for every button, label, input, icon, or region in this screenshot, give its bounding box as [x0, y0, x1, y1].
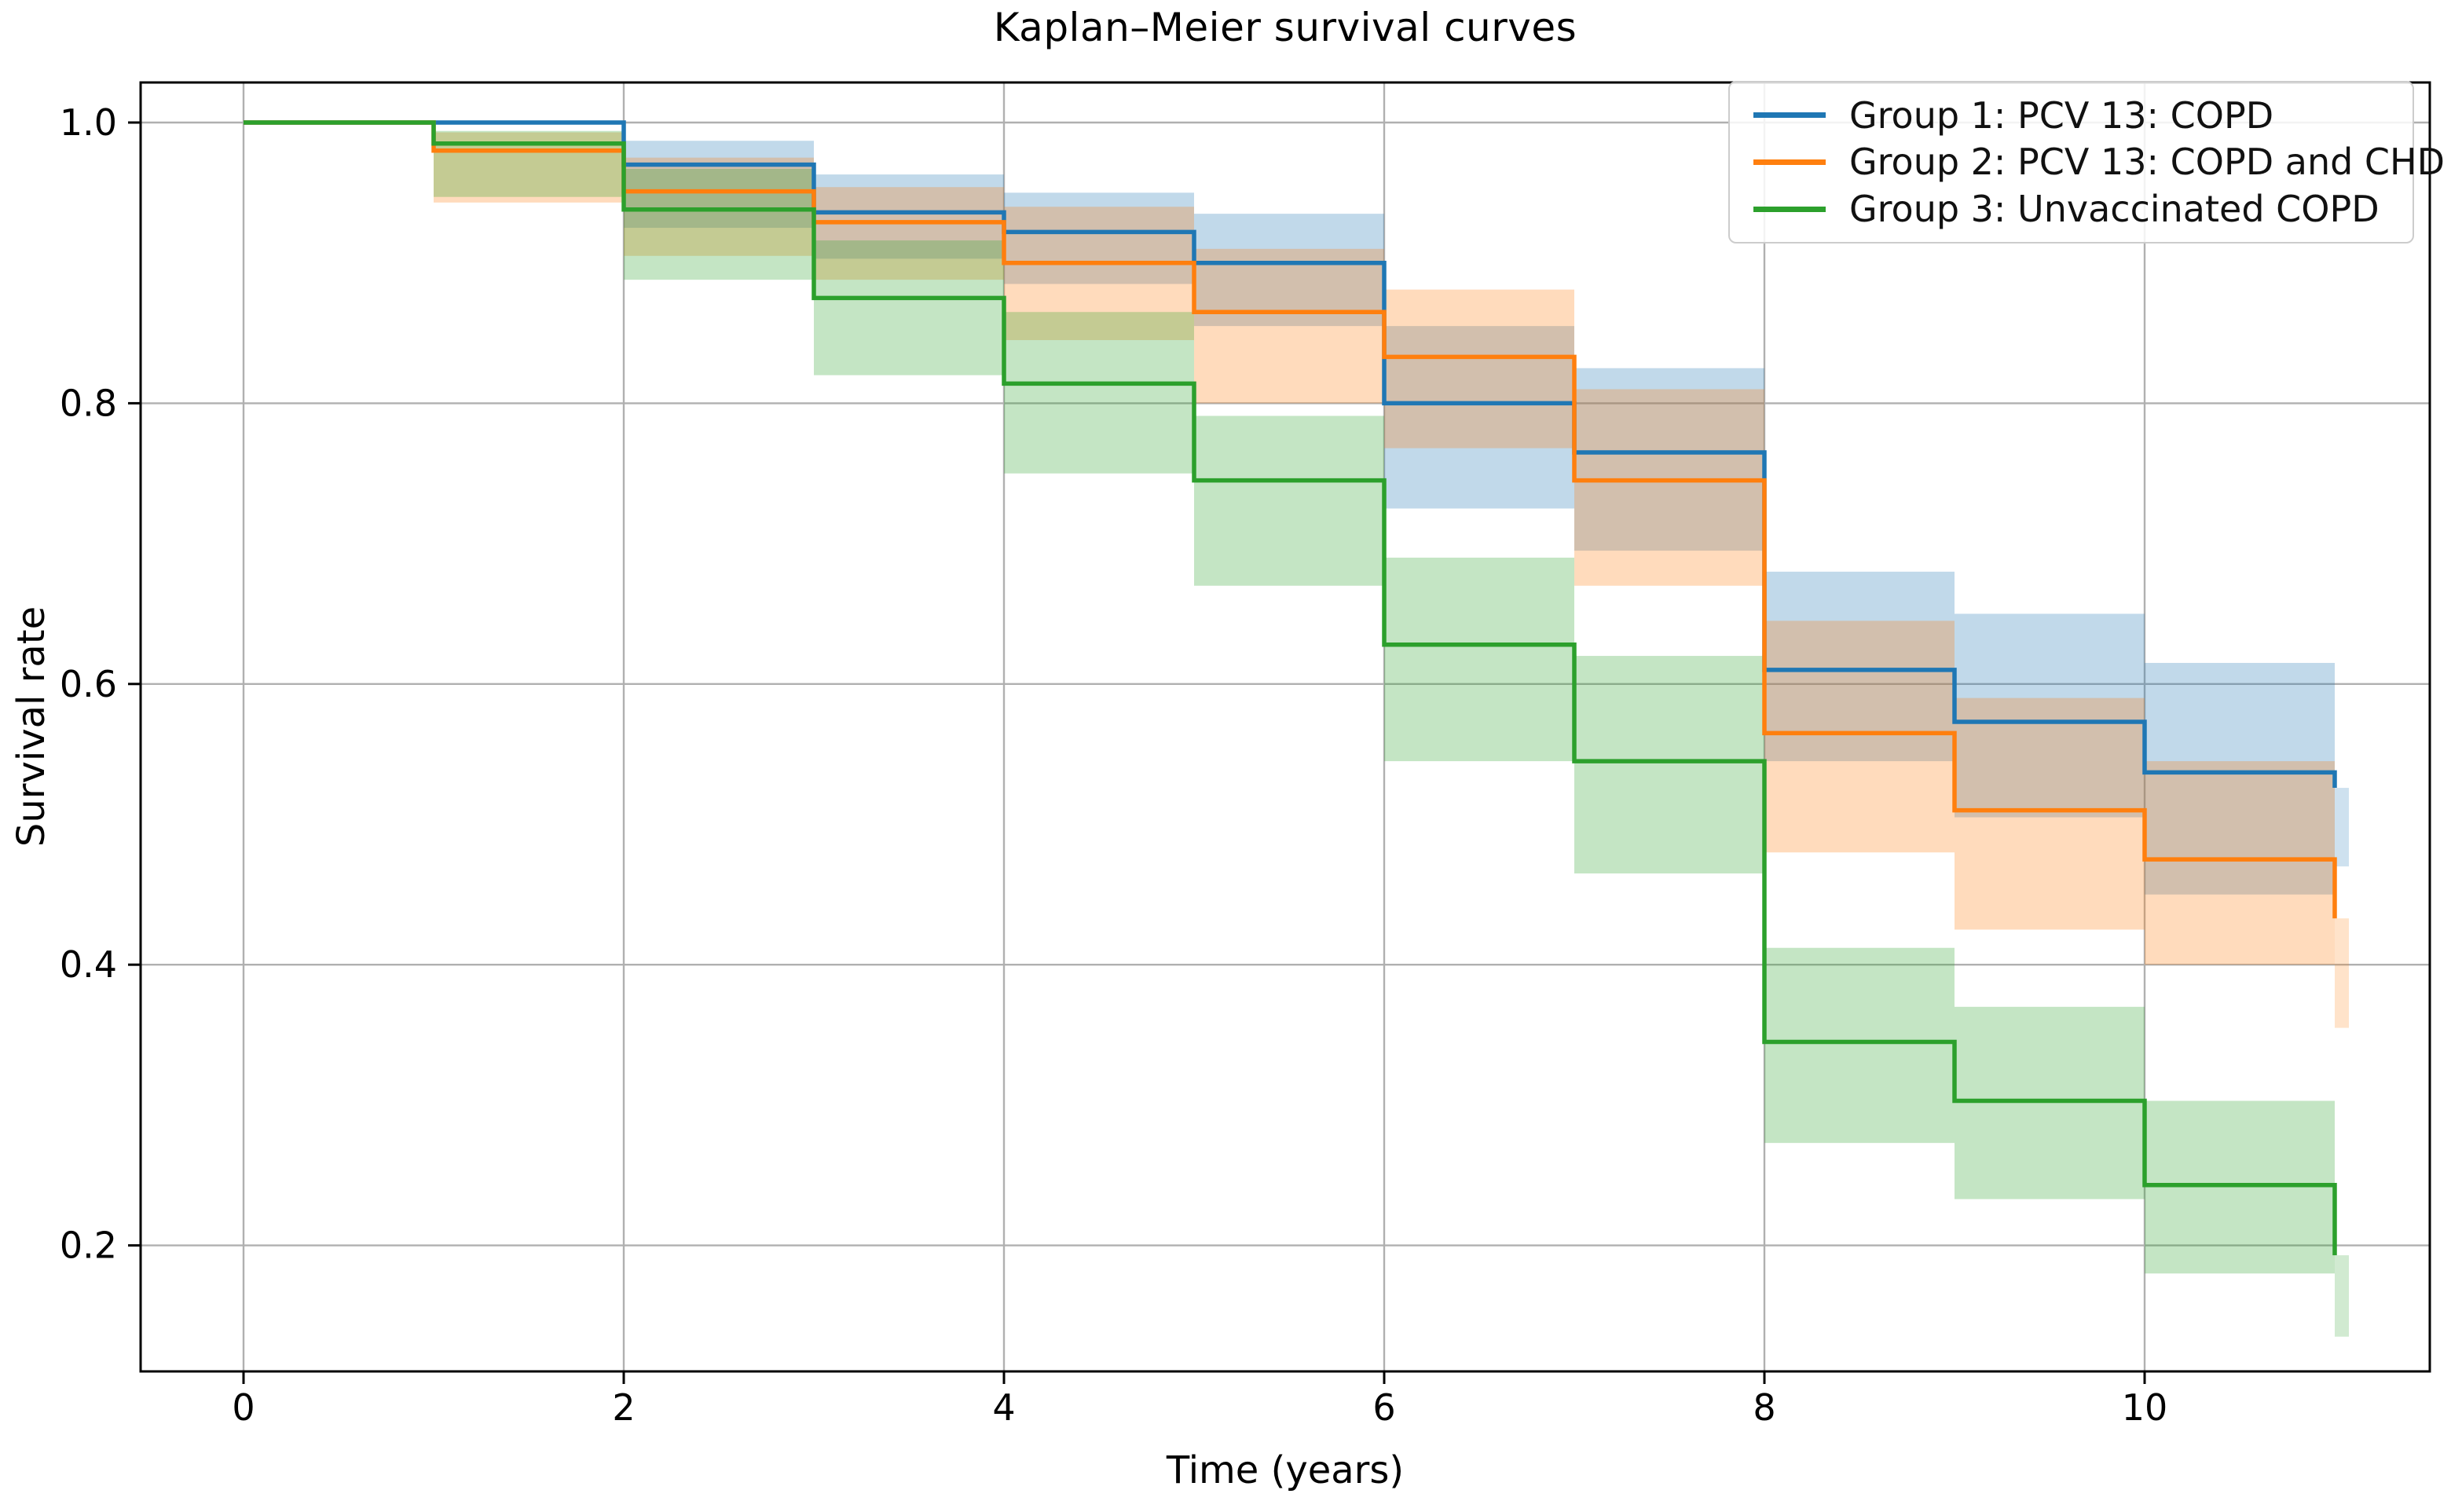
tick-marks: [128, 121, 2146, 1384]
legend-item-group-2: Group 2: PCV 13: COPD and CHD: [1753, 141, 2445, 183]
ci-band: [2145, 761, 2335, 965]
y-tick-label: 0.4: [60, 943, 117, 986]
ci-band: [624, 168, 814, 280]
legend: Group 1: PCV 13: COPD Group 2: PCV 13: CO…: [1728, 81, 2445, 243]
ci-band: [1194, 248, 1384, 404]
x-tick-label: 2: [612, 1386, 635, 1429]
ci-band: [1574, 656, 1764, 874]
ci-band: [1004, 192, 1194, 284]
tick-labels: 0 2 4 6 8 10 1.0 0.8 0.6 0.4 0.2: [60, 101, 2167, 1429]
legend-item-group-3: Group 3: Unvaccinated COPD: [1753, 188, 2405, 230]
ci-band-group-1: [624, 141, 2349, 895]
y-tick-label: 0.8: [60, 382, 117, 424]
ci-band: [1194, 416, 1384, 586]
end-ci-whisker: [2335, 918, 2349, 1028]
ci-band: [1384, 289, 1574, 448]
ci-band: [624, 141, 814, 229]
y-tick-label: 0.2: [60, 1225, 117, 1267]
legend-line-swatch: [1753, 112, 1826, 119]
x-tick-label: 0: [232, 1386, 255, 1429]
ci-band: [814, 240, 1004, 375]
y-axis-label: Survival rate: [9, 606, 53, 848]
ci-band: [2145, 662, 2335, 895]
axes-spines: [139, 81, 2431, 1373]
y-tick-label: 1.0: [60, 101, 117, 144]
ci-band: [1194, 214, 1384, 327]
chart-title: Kaplan–Meier survival curves: [993, 5, 1577, 50]
legend-line-swatch: [1753, 159, 1826, 165]
confidence-bands: [434, 130, 2349, 1337]
ci-band: [1955, 613, 2145, 818]
legend-label: Group 3: Unvaccinated COPD: [1849, 188, 2380, 231]
ci-band: [1764, 571, 1955, 762]
ci-band: [1004, 207, 1194, 340]
ci-band: [814, 187, 1004, 280]
ci-band: [1764, 947, 1955, 1144]
legend-label: Group 1: PCV 13: COPD: [1849, 93, 2274, 137]
end-ci-whisker: [2335, 1255, 2349, 1337]
ci-band: [814, 174, 1004, 259]
y-tick-label: 0.6: [60, 663, 117, 705]
ci-band: [1574, 368, 1764, 551]
ci-band: [434, 130, 624, 197]
legend-label: Group 2: PCV 13: COPD and CHD: [1849, 141, 2446, 184]
x-tick-label: 6: [1372, 1386, 1395, 1429]
x-tick-label: 8: [1753, 1386, 1775, 1429]
survival-curve-group-3: [244, 120, 2337, 1256]
ci-band: [1574, 389, 1764, 586]
x-tick-label: 4: [992, 1386, 1015, 1429]
ci-band: [1764, 621, 1955, 853]
x-axis-label: Time (years): [1166, 1448, 1405, 1492]
ci-band-group-3: [434, 130, 2349, 1337]
ci-band: [1955, 697, 2145, 930]
survival-curves: [244, 120, 2337, 1256]
ci-band: [1004, 312, 1194, 474]
x-tick-label: 10: [2122, 1386, 2168, 1429]
ci-band: [624, 157, 814, 256]
legend-line-swatch: [1753, 206, 1826, 212]
legend-item-group-1: Group 1: PCV 13: COPD: [1753, 94, 2405, 137]
end-ci-whisker: [2335, 788, 2349, 867]
ci-band: [1384, 557, 1574, 762]
